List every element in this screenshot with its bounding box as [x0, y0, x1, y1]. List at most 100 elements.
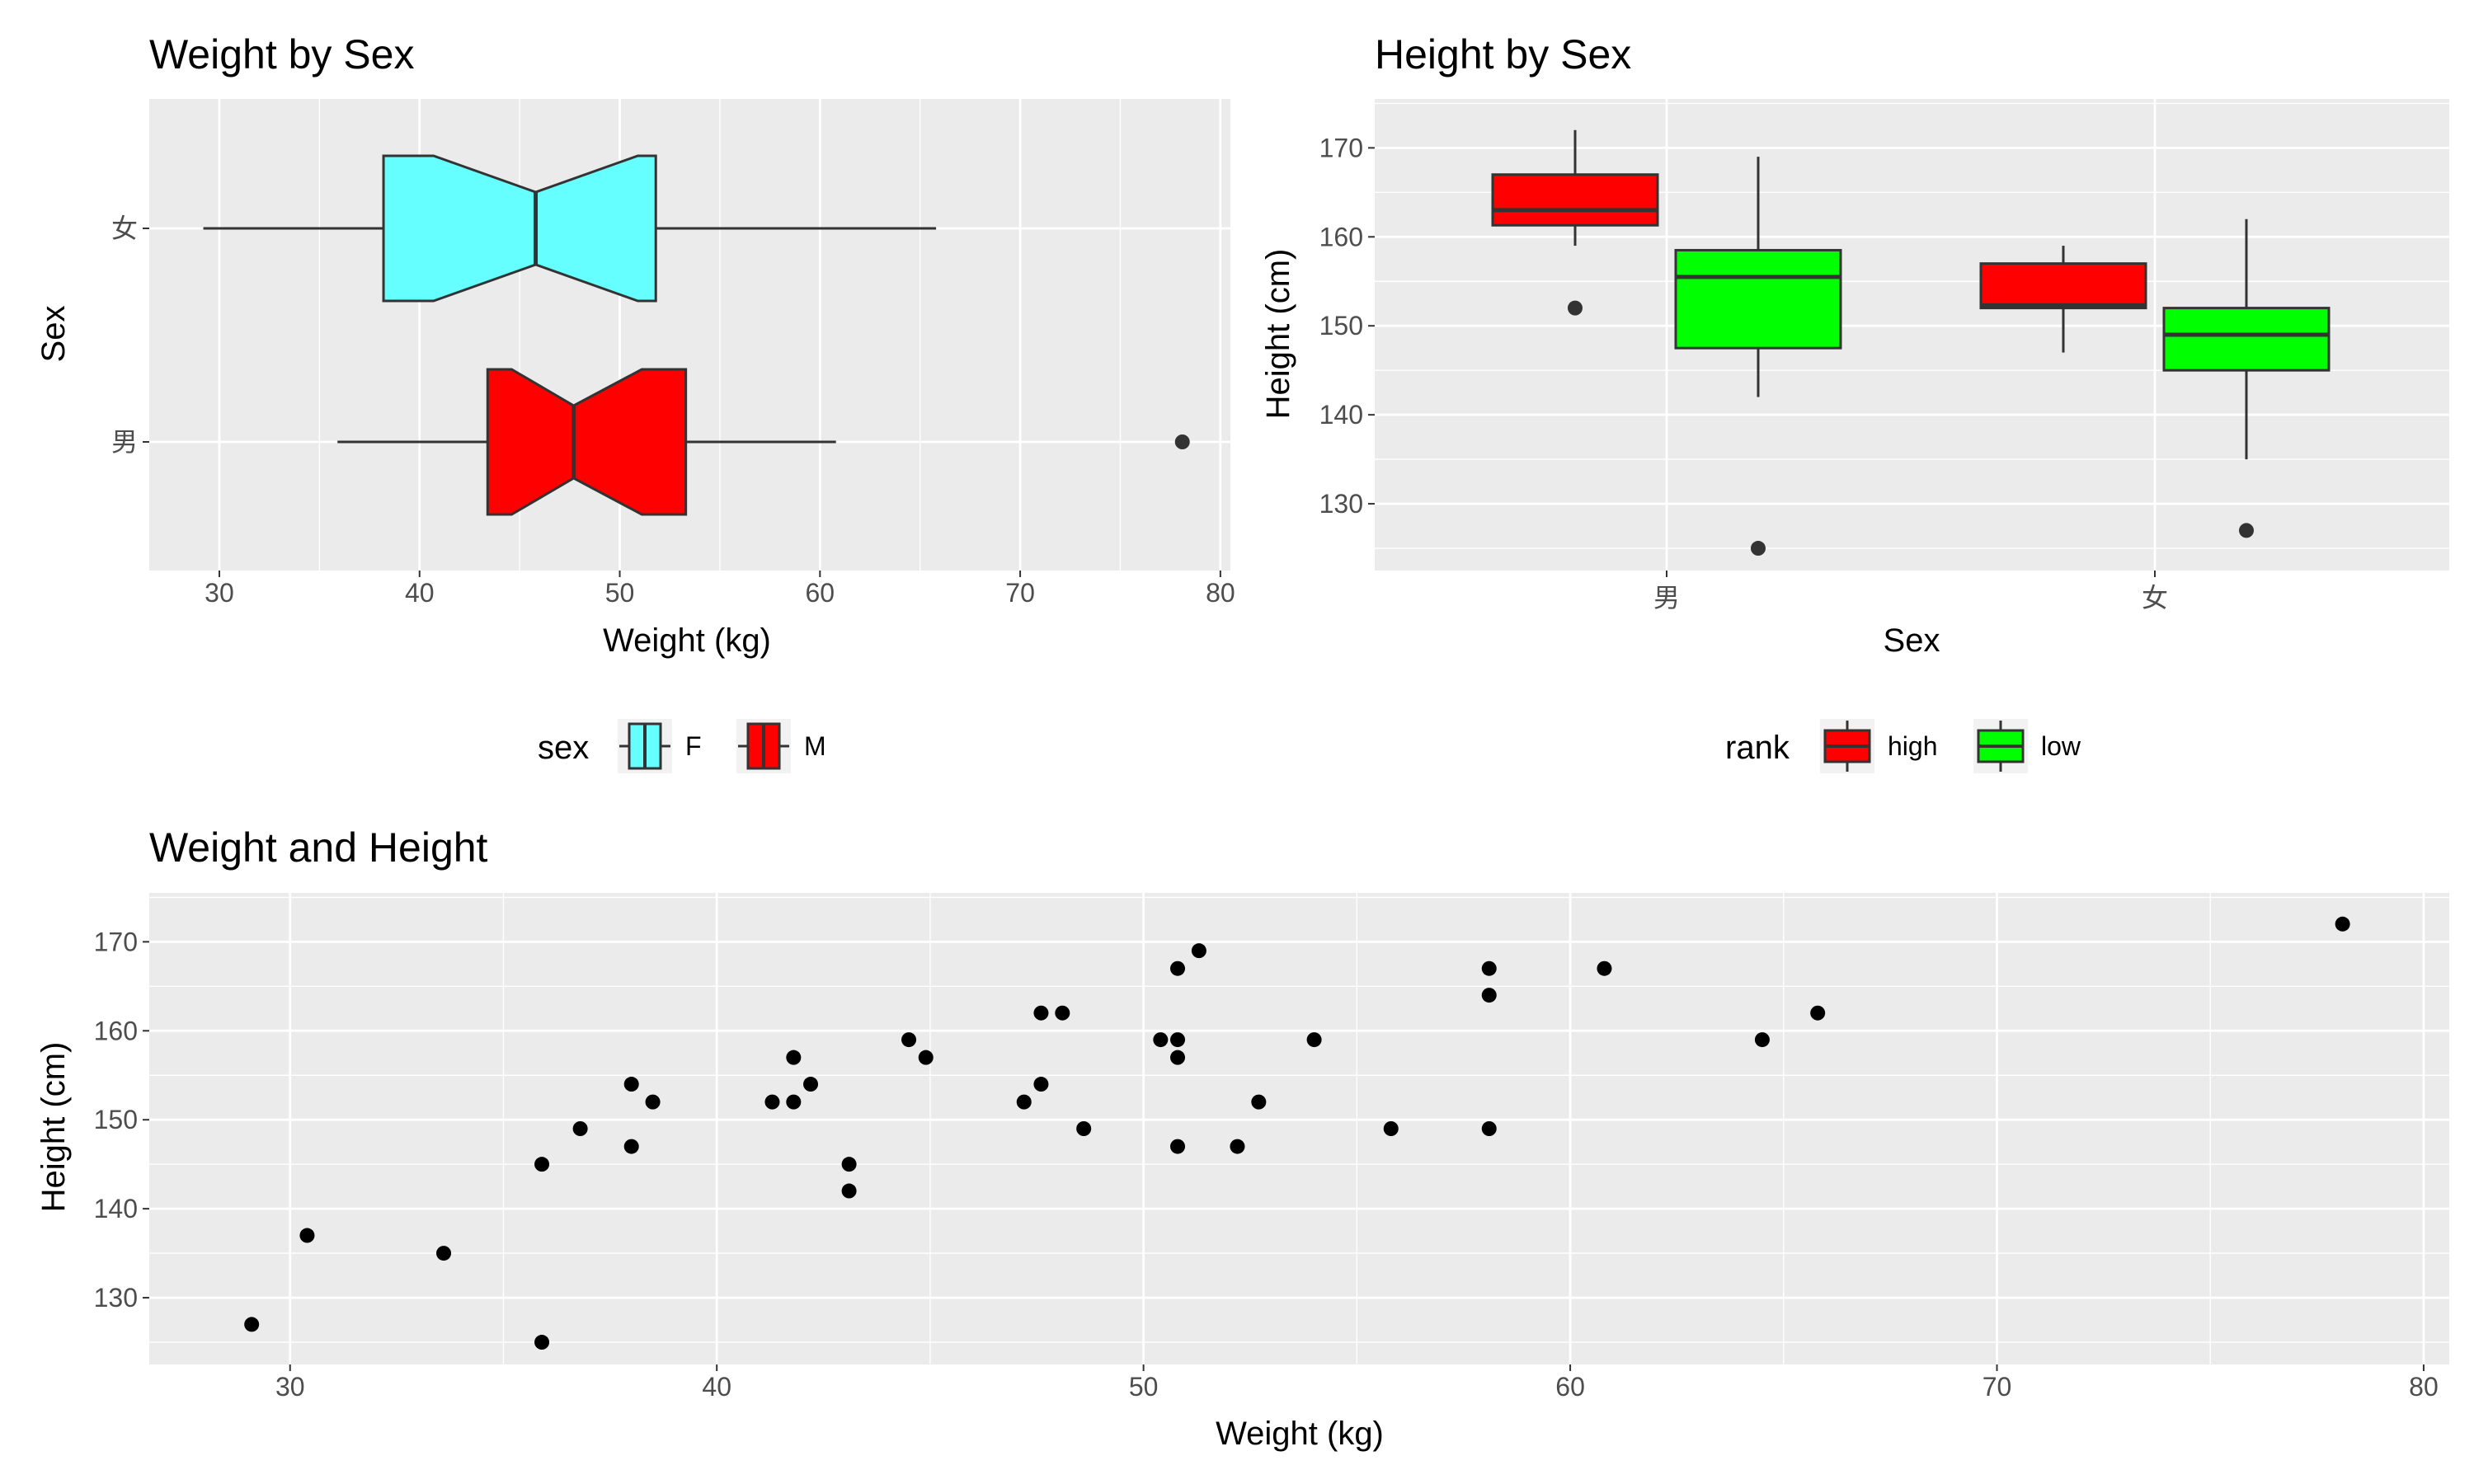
x-axis-title: Weight (kg) [603, 622, 771, 659]
x-tick-label: 30 [205, 578, 234, 608]
y-tick-label: 170 [1319, 133, 1363, 162]
x-tick-label: 70 [1005, 578, 1035, 608]
scatter-point [1810, 1005, 1826, 1021]
box-男-low [1674, 157, 1842, 556]
scatter-point [1383, 1121, 1399, 1136]
scatter-point [1481, 1121, 1497, 1136]
scatter-point [1170, 960, 1186, 976]
scatter-point [901, 1032, 917, 1048]
chart-title: Weight by Sex [149, 31, 414, 77]
x-tick-label: 男 [1653, 583, 1680, 613]
legend-label: low [2041, 731, 2081, 761]
outlier-point [1751, 541, 1766, 556]
x-tick-label: 女 [2142, 583, 2168, 613]
legend-title: sex [538, 730, 589, 766]
scatter-point [623, 1077, 639, 1092]
y-tick-label: 男 [111, 427, 138, 457]
y-tick-label: 140 [1319, 400, 1363, 430]
box-F [203, 154, 937, 303]
x-tick-label: 40 [405, 578, 435, 608]
y-axis-title: Sex [35, 306, 72, 363]
legend: rank high low [1725, 719, 2081, 773]
scatter-point [244, 1317, 260, 1332]
box-女-low [2162, 218, 2331, 538]
y-tick-label: 130 [1319, 489, 1363, 519]
x-tick-label: 60 [806, 578, 835, 608]
plot-panel [149, 99, 1230, 571]
x-tick-label: 50 [1129, 1372, 1159, 1402]
scatter-point [1191, 943, 1206, 959]
y-tick-label: 140 [94, 1194, 138, 1223]
box-女-high [1979, 246, 2147, 353]
x-tick-label: 80 [1206, 578, 1235, 608]
x-tick-label: 40 [702, 1372, 731, 1402]
box-M [337, 368, 1190, 516]
scatter-point [786, 1050, 802, 1065]
scatter-point [1306, 1032, 1322, 1048]
scatter-point [1055, 1005, 1070, 1021]
legend-title: rank [1725, 730, 1790, 766]
scatter-point [1481, 988, 1497, 1003]
scatter-point [1251, 1094, 1267, 1110]
chart-title: Height by Sex [1375, 31, 1631, 77]
y-axis-title: Height (cm) [35, 1042, 72, 1213]
scatter-point [1597, 960, 1612, 976]
y-tick-label: 150 [94, 1105, 138, 1134]
y-tick-label: 女 [111, 214, 138, 243]
scatter-point [803, 1077, 819, 1092]
scatter-point [764, 1094, 780, 1110]
legend-label: M [804, 731, 826, 761]
box [1491, 173, 1659, 227]
scatter-point [299, 1228, 315, 1243]
y-axis-title: Height (cm) [1260, 249, 1296, 420]
scatter-point [1230, 1139, 1245, 1154]
scatter-point [1033, 1005, 1049, 1021]
scatter-point [1153, 1032, 1169, 1048]
scatter-point [534, 1335, 550, 1350]
scatter-point [841, 1157, 857, 1172]
box [1674, 248, 1842, 350]
y-tick-label: 160 [94, 1016, 138, 1045]
y-tick-label: 170 [94, 927, 138, 956]
scatter-point [534, 1157, 550, 1172]
height-by-sex-chart: Height by Sex Sex Height (cm) rank high l… [1260, 31, 2449, 773]
notched-box [382, 154, 657, 303]
scatter-point [1481, 960, 1497, 976]
weight-and-height-chart: Weight and Height Weight (kg) Height (cm… [35, 824, 2449, 1452]
scatter-point [786, 1094, 802, 1110]
scatter-points [244, 916, 2350, 1350]
scatter-point [1170, 1032, 1186, 1048]
y-tick-label: 130 [94, 1283, 138, 1313]
weight-by-sex-chart: Weight by Sex Weight (kg) Sex sex F M 30 4… [35, 31, 1235, 773]
scatter-point [1076, 1121, 1092, 1136]
scatter-point [1016, 1094, 1032, 1110]
box-男-high [1491, 129, 1659, 316]
x-tick-label: 60 [1555, 1372, 1585, 1402]
x-axis-title: Sex [1884, 622, 1940, 659]
scatter-point [918, 1050, 934, 1065]
scatter-point [1170, 1050, 1186, 1065]
box [1979, 262, 2147, 310]
x-tick-label: 80 [2409, 1372, 2439, 1402]
scatter-point [1033, 1077, 1049, 1092]
scatter-point [2335, 916, 2350, 932]
chart-title: Weight and Height [149, 824, 488, 871]
box [2162, 307, 2331, 372]
legend: sex F M [538, 719, 826, 773]
scatter-point [572, 1121, 588, 1136]
scatter-point [436, 1246, 452, 1261]
outlier-point [1174, 434, 1190, 449]
x-tick-label: 70 [1982, 1372, 2012, 1402]
notched-box [486, 368, 688, 516]
scatter-point [1170, 1139, 1186, 1154]
x-axis-title: Weight (kg) [1216, 1416, 1384, 1452]
outlier-point [1568, 300, 1583, 316]
x-tick-label: 30 [275, 1372, 305, 1402]
scatter-point [645, 1094, 661, 1110]
scatter-point [841, 1183, 857, 1199]
x-tick-label: 50 [605, 578, 635, 608]
scatter-point [623, 1139, 639, 1154]
y-tick-label: 150 [1319, 311, 1363, 340]
y-tick-label: 160 [1319, 222, 1363, 251]
